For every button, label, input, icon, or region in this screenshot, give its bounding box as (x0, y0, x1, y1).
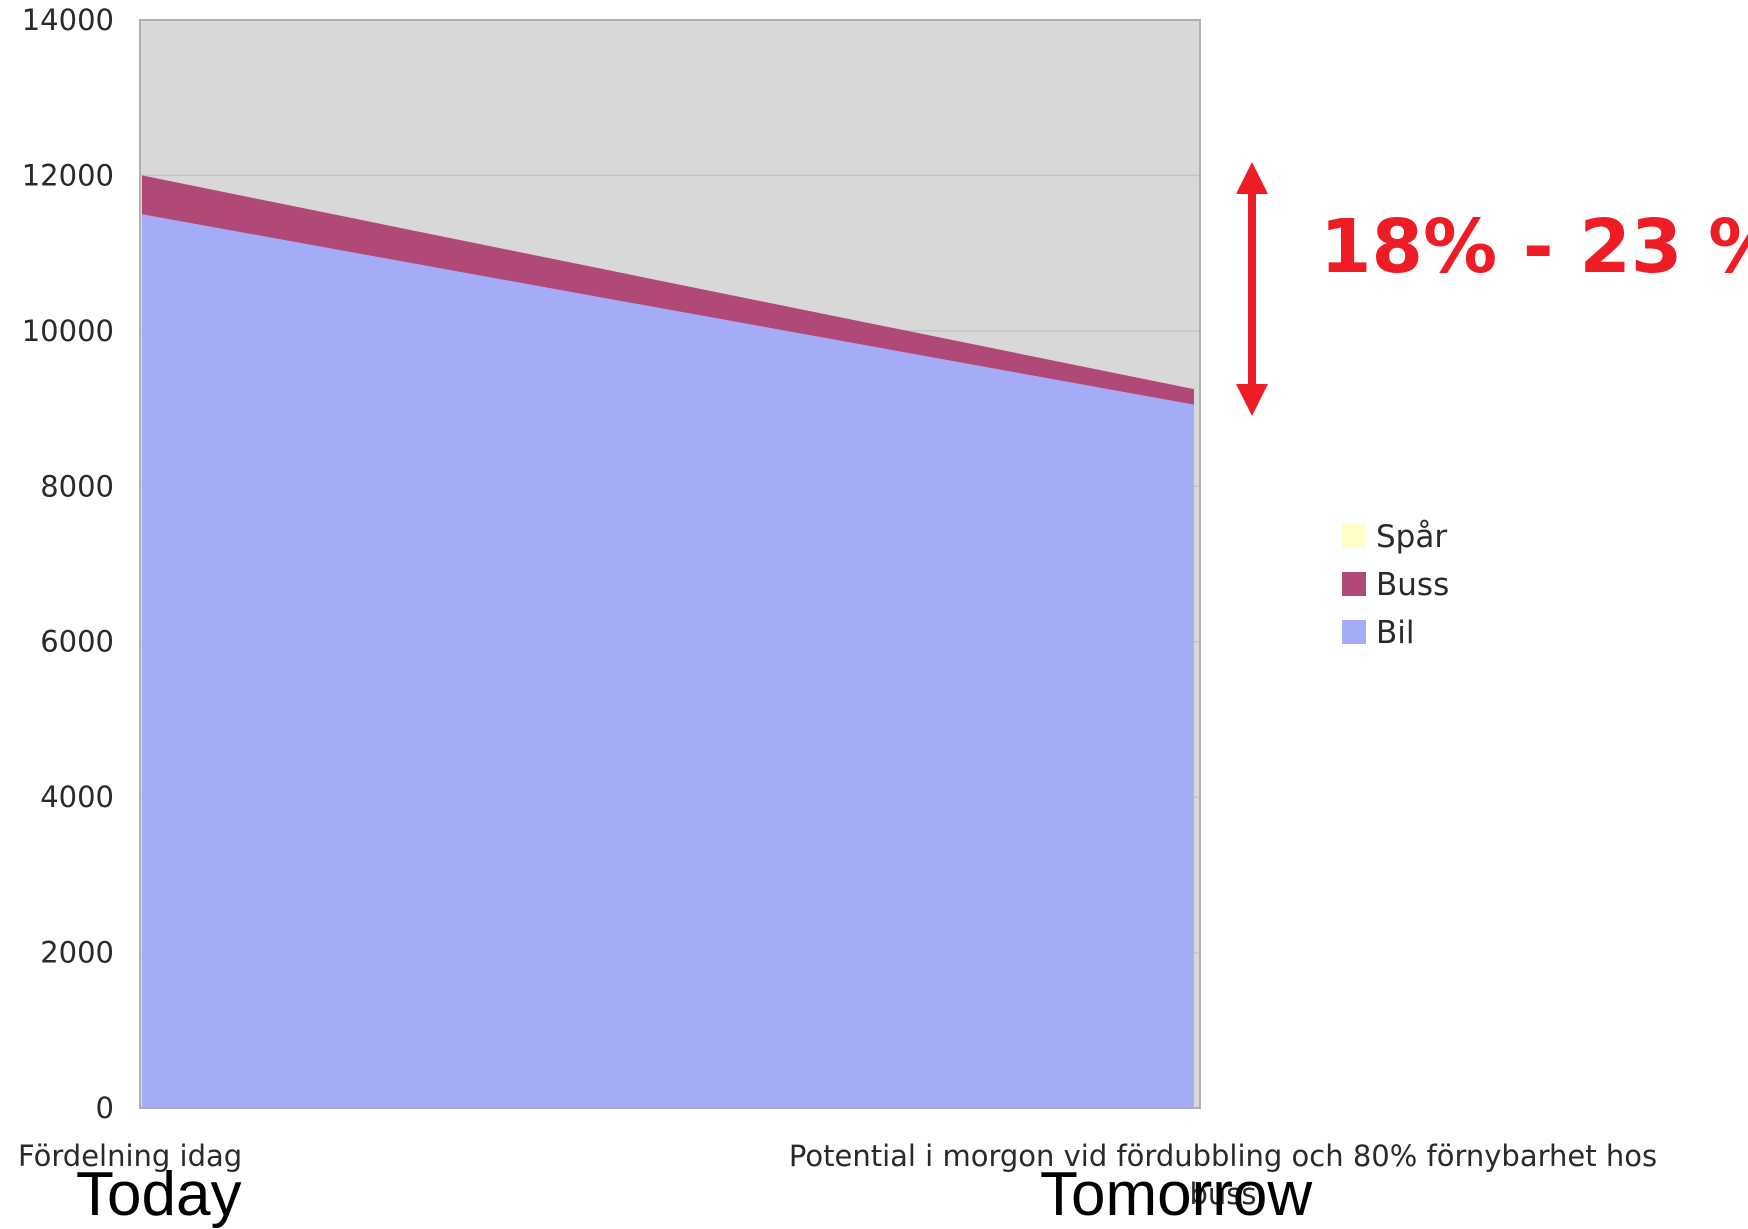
x-category-label: Fördelning idag (18, 1139, 242, 1173)
y-tick-label: 8000 (40, 469, 114, 503)
legend: Spår Buss Bil (1342, 519, 1449, 651)
y-tick-label: 6000 (40, 625, 114, 659)
legend-label: Bil (1376, 615, 1415, 651)
plot-border (139, 19, 1201, 1109)
legend-label: Buss (1376, 567, 1449, 603)
y-tick-label: 0 (96, 1091, 114, 1125)
y-tick-label: 12000 (22, 158, 114, 192)
x-axis-categories: Fördelning idag Potential i morgon vid fö… (18, 1139, 1657, 1211)
area-series (142, 175, 1194, 1109)
x-category-label: Potential i morgon vid fördubbling och 8… (789, 1139, 1657, 1211)
y-tick-label: 14000 (22, 3, 114, 37)
legend-swatch (1342, 572, 1366, 596)
area-sp-r (142, 175, 1194, 390)
area-buss (142, 175, 1194, 405)
legend-label: Spår (1376, 519, 1447, 555)
area-bil (142, 214, 1194, 1109)
annotation-text: 18% - 23 % (1320, 204, 1748, 290)
legend-swatch (1342, 620, 1366, 644)
y-tick-label: 10000 (22, 314, 114, 348)
today-label: Today (76, 1160, 241, 1229)
change-annotation: 18% - 23 % (1236, 162, 1748, 416)
y-tick-label: 2000 (40, 936, 114, 970)
tomorrow-label: Tomorrow (1040, 1160, 1312, 1229)
y-axis-ticks: 0 2000 4000 6000 8000 10000 12000 14000 (22, 3, 114, 1125)
legend-swatch (1342, 524, 1366, 548)
y-tick-label: 4000 (40, 780, 114, 814)
